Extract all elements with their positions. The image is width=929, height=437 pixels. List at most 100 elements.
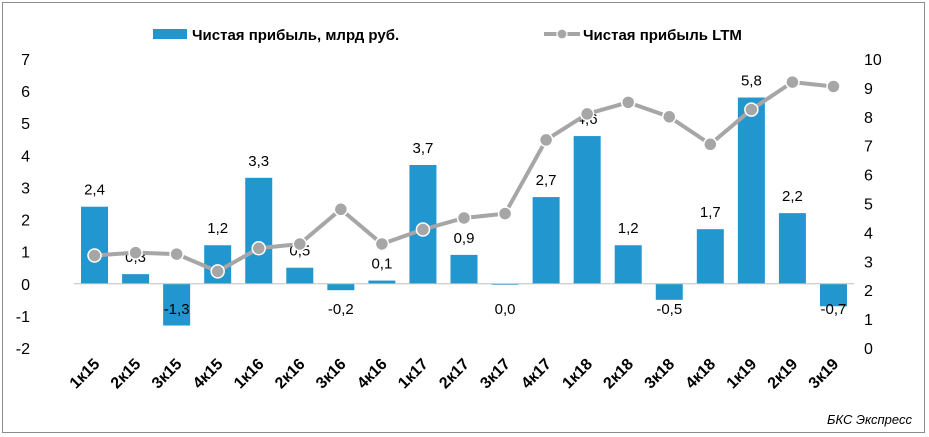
bar bbox=[368, 280, 396, 284]
x-axis-tick-label: 1к18 bbox=[559, 356, 596, 393]
ltm-line-marker bbox=[579, 106, 595, 122]
right-axis-tick-label: 3 bbox=[864, 254, 873, 271]
legend: Чистая прибыль, млрд руб. Чистая прибыль… bbox=[153, 27, 742, 44]
ltm-line-marker bbox=[169, 246, 184, 262]
bar-data-label: 5,8 bbox=[741, 73, 762, 90]
bar bbox=[327, 283, 355, 291]
x-axis-tick-label: 4к15 bbox=[190, 356, 227, 393]
x-axis-tick-label: 4к17 bbox=[518, 356, 555, 393]
left-axis-tick-label: -1 bbox=[16, 309, 30, 326]
left-axis-tick-label: -2 bbox=[16, 341, 30, 358]
left-axis: -2 -1 0 1 2 3 4 5 6 7 bbox=[16, 52, 30, 358]
right-axis-tick-label: 1 bbox=[864, 312, 873, 329]
bar-data-label: 1,2 bbox=[618, 220, 639, 237]
ltm-line-marker bbox=[662, 109, 677, 125]
ltm-line-marker bbox=[538, 132, 554, 148]
ltm-line-marker bbox=[456, 210, 472, 226]
bar bbox=[614, 245, 642, 284]
x-axis-tick-label: 2к19 bbox=[765, 356, 802, 393]
bar-data-label: 2,2 bbox=[782, 188, 803, 205]
x-axis-tick-label: 2к16 bbox=[272, 356, 309, 393]
ltm-line-marker bbox=[374, 236, 390, 252]
bar-data-label: 0,1 bbox=[371, 256, 392, 273]
bar bbox=[655, 283, 683, 300]
bar-data-label: 2,4 bbox=[84, 182, 105, 199]
bar bbox=[122, 274, 150, 284]
left-axis-tick-label: 3 bbox=[21, 180, 30, 197]
source-label: БКС Экспресс bbox=[827, 412, 912, 427]
x-axis-tick-label: 2к18 bbox=[600, 356, 637, 393]
bar-data-label: 3,7 bbox=[413, 140, 434, 157]
x-axis-tick-label: 1к17 bbox=[395, 356, 432, 393]
left-axis-tick-label: 6 bbox=[21, 84, 30, 101]
x-axis-tick-label: 3к19 bbox=[806, 356, 843, 393]
right-axis: 0 1 2 3 4 5 6 7 8 9 10 bbox=[864, 52, 882, 358]
x-axis-tick-label: 3к17 bbox=[477, 356, 514, 393]
right-axis-tick-label: 8 bbox=[864, 110, 873, 127]
bar-data-label: -0,5 bbox=[656, 301, 682, 318]
ltm-line-marker bbox=[210, 264, 225, 279]
right-axis-tick-label: 5 bbox=[864, 197, 873, 214]
right-axis-tick-label: 6 bbox=[864, 168, 873, 185]
ltm-line-marker bbox=[620, 95, 636, 110]
ltm-line-marker bbox=[497, 206, 513, 221]
ltm-line-marker bbox=[785, 74, 800, 90]
bar-series bbox=[81, 97, 847, 326]
bar bbox=[819, 283, 847, 307]
x-axis-tick-label: 2к17 bbox=[436, 356, 473, 393]
x-axis-tick-label: 2к15 bbox=[108, 356, 145, 393]
bar-data-label: 1,7 bbox=[700, 204, 721, 221]
x-axis: 1к15 2к15 3к15 4к15 1к16 2к16 3к16 4к16 1к17 2к17… bbox=[67, 356, 843, 393]
x-axis-tick-label: 4к16 bbox=[354, 356, 391, 393]
left-axis-tick-label: 7 bbox=[21, 52, 30, 69]
ltm-line-marker bbox=[415, 222, 431, 237]
right-axis-tick-label: 2 bbox=[864, 283, 873, 300]
bar-data-label: 0,9 bbox=[454, 230, 475, 247]
bar-data-label: 3,3 bbox=[248, 153, 269, 170]
left-axis-tick-label: 5 bbox=[21, 116, 30, 133]
chart-frame bbox=[2, 2, 925, 433]
x-axis-tick-label: 1к15 bbox=[67, 356, 104, 393]
left-axis-tick-label: 2 bbox=[21, 213, 30, 230]
bar bbox=[532, 197, 560, 284]
x-axis-tick-label: 1к16 bbox=[231, 356, 268, 393]
right-axis-tick-label: 7 bbox=[864, 139, 873, 156]
ltm-line-marker bbox=[744, 102, 759, 117]
bar-data-labels: 2,40,3-1,31,23,30,5-0,20,13,70,90,02,74,… bbox=[84, 73, 846, 318]
ltm-line-series bbox=[87, 74, 841, 279]
bar bbox=[163, 283, 191, 326]
bar-data-label: -1,3 bbox=[164, 301, 190, 318]
legend-swatch-bar bbox=[153, 29, 187, 39]
x-axis-tick-label: 3к15 bbox=[149, 356, 186, 393]
bar-data-label: -0,7 bbox=[821, 301, 847, 318]
bar-data-label: 1,2 bbox=[207, 220, 228, 237]
x-axis-tick-label: 3к18 bbox=[642, 356, 679, 393]
ltm-line-marker bbox=[128, 245, 143, 260]
ltm-line-marker bbox=[703, 137, 718, 152]
bar bbox=[737, 97, 765, 284]
left-axis-tick-label: 1 bbox=[21, 245, 30, 262]
bar bbox=[245, 177, 273, 284]
right-axis-tick-label: 4 bbox=[864, 225, 873, 242]
bar bbox=[573, 136, 601, 284]
right-axis-tick-label: 10 bbox=[864, 52, 882, 69]
left-axis-tick-label: 4 bbox=[21, 148, 30, 165]
right-axis-tick-label: 9 bbox=[864, 81, 873, 98]
x-axis-tick-label: 3к16 bbox=[313, 356, 350, 393]
ltm-line-marker bbox=[87, 248, 102, 263]
left-axis-tick-label: 0 bbox=[21, 277, 30, 294]
bar bbox=[696, 229, 724, 284]
ltm-line-marker bbox=[333, 202, 349, 217]
legend-label-line: Чистая прибыль LTM bbox=[583, 27, 742, 44]
bar-data-label: 2,7 bbox=[536, 172, 557, 189]
right-axis-tick-label: 0 bbox=[864, 341, 873, 358]
bar bbox=[81, 206, 109, 284]
bar bbox=[450, 254, 478, 284]
ltm-line-marker bbox=[292, 236, 308, 252]
x-axis-tick-label: 1к19 bbox=[724, 356, 761, 393]
bar-data-label: -0,2 bbox=[328, 301, 354, 318]
bar-data-label: 0,0 bbox=[495, 301, 516, 318]
legend-label-bar: Чистая прибыль, млрд руб. bbox=[192, 27, 399, 44]
ltm-line-marker bbox=[251, 241, 266, 256]
